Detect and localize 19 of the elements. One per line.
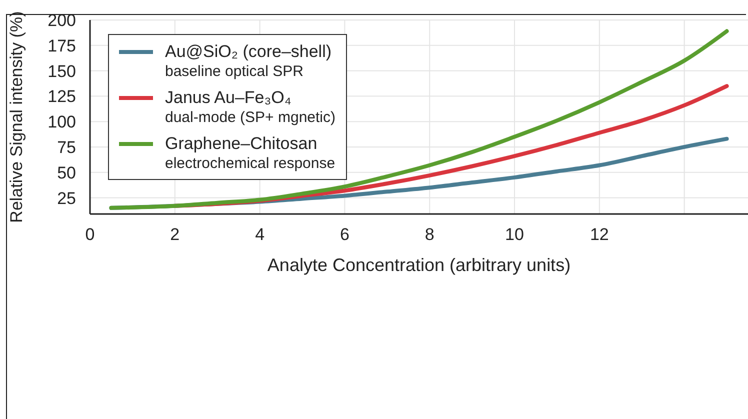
- y-tick-label: 150: [48, 62, 76, 81]
- x-tick-label: 0: [85, 225, 95, 244]
- y-tick-label: 50: [57, 163, 76, 182]
- x-tick-label: 6: [340, 225, 350, 244]
- y-tick-label: 175: [48, 36, 76, 56]
- x-tick-label: 10: [505, 225, 524, 244]
- y-tick-label: 125: [48, 87, 76, 106]
- x-axis-title: Analyte Concentration (arbitrary units): [267, 255, 571, 275]
- legend-label: Janus Au–Fe₃O₄ dual-mode (SP+ mgnetic): [165, 87, 336, 127]
- y-tick-label: 100: [48, 112, 76, 132]
- y-tick-label: 25: [57, 188, 76, 208]
- x-tick-label: 4: [255, 225, 265, 244]
- x-tick-label: 8: [424, 225, 434, 244]
- line-series: [109, 29, 729, 210]
- legend-label: Graphene–Chitosan electrochemical response: [165, 133, 336, 173]
- x-tick-label: 12: [590, 225, 609, 244]
- x-tick-label: 2: [170, 225, 180, 244]
- legend-label: Au@SiO₂ (core–shell) baseline optical SPR: [165, 41, 332, 81]
- y-tick-label: 75: [57, 138, 76, 157]
